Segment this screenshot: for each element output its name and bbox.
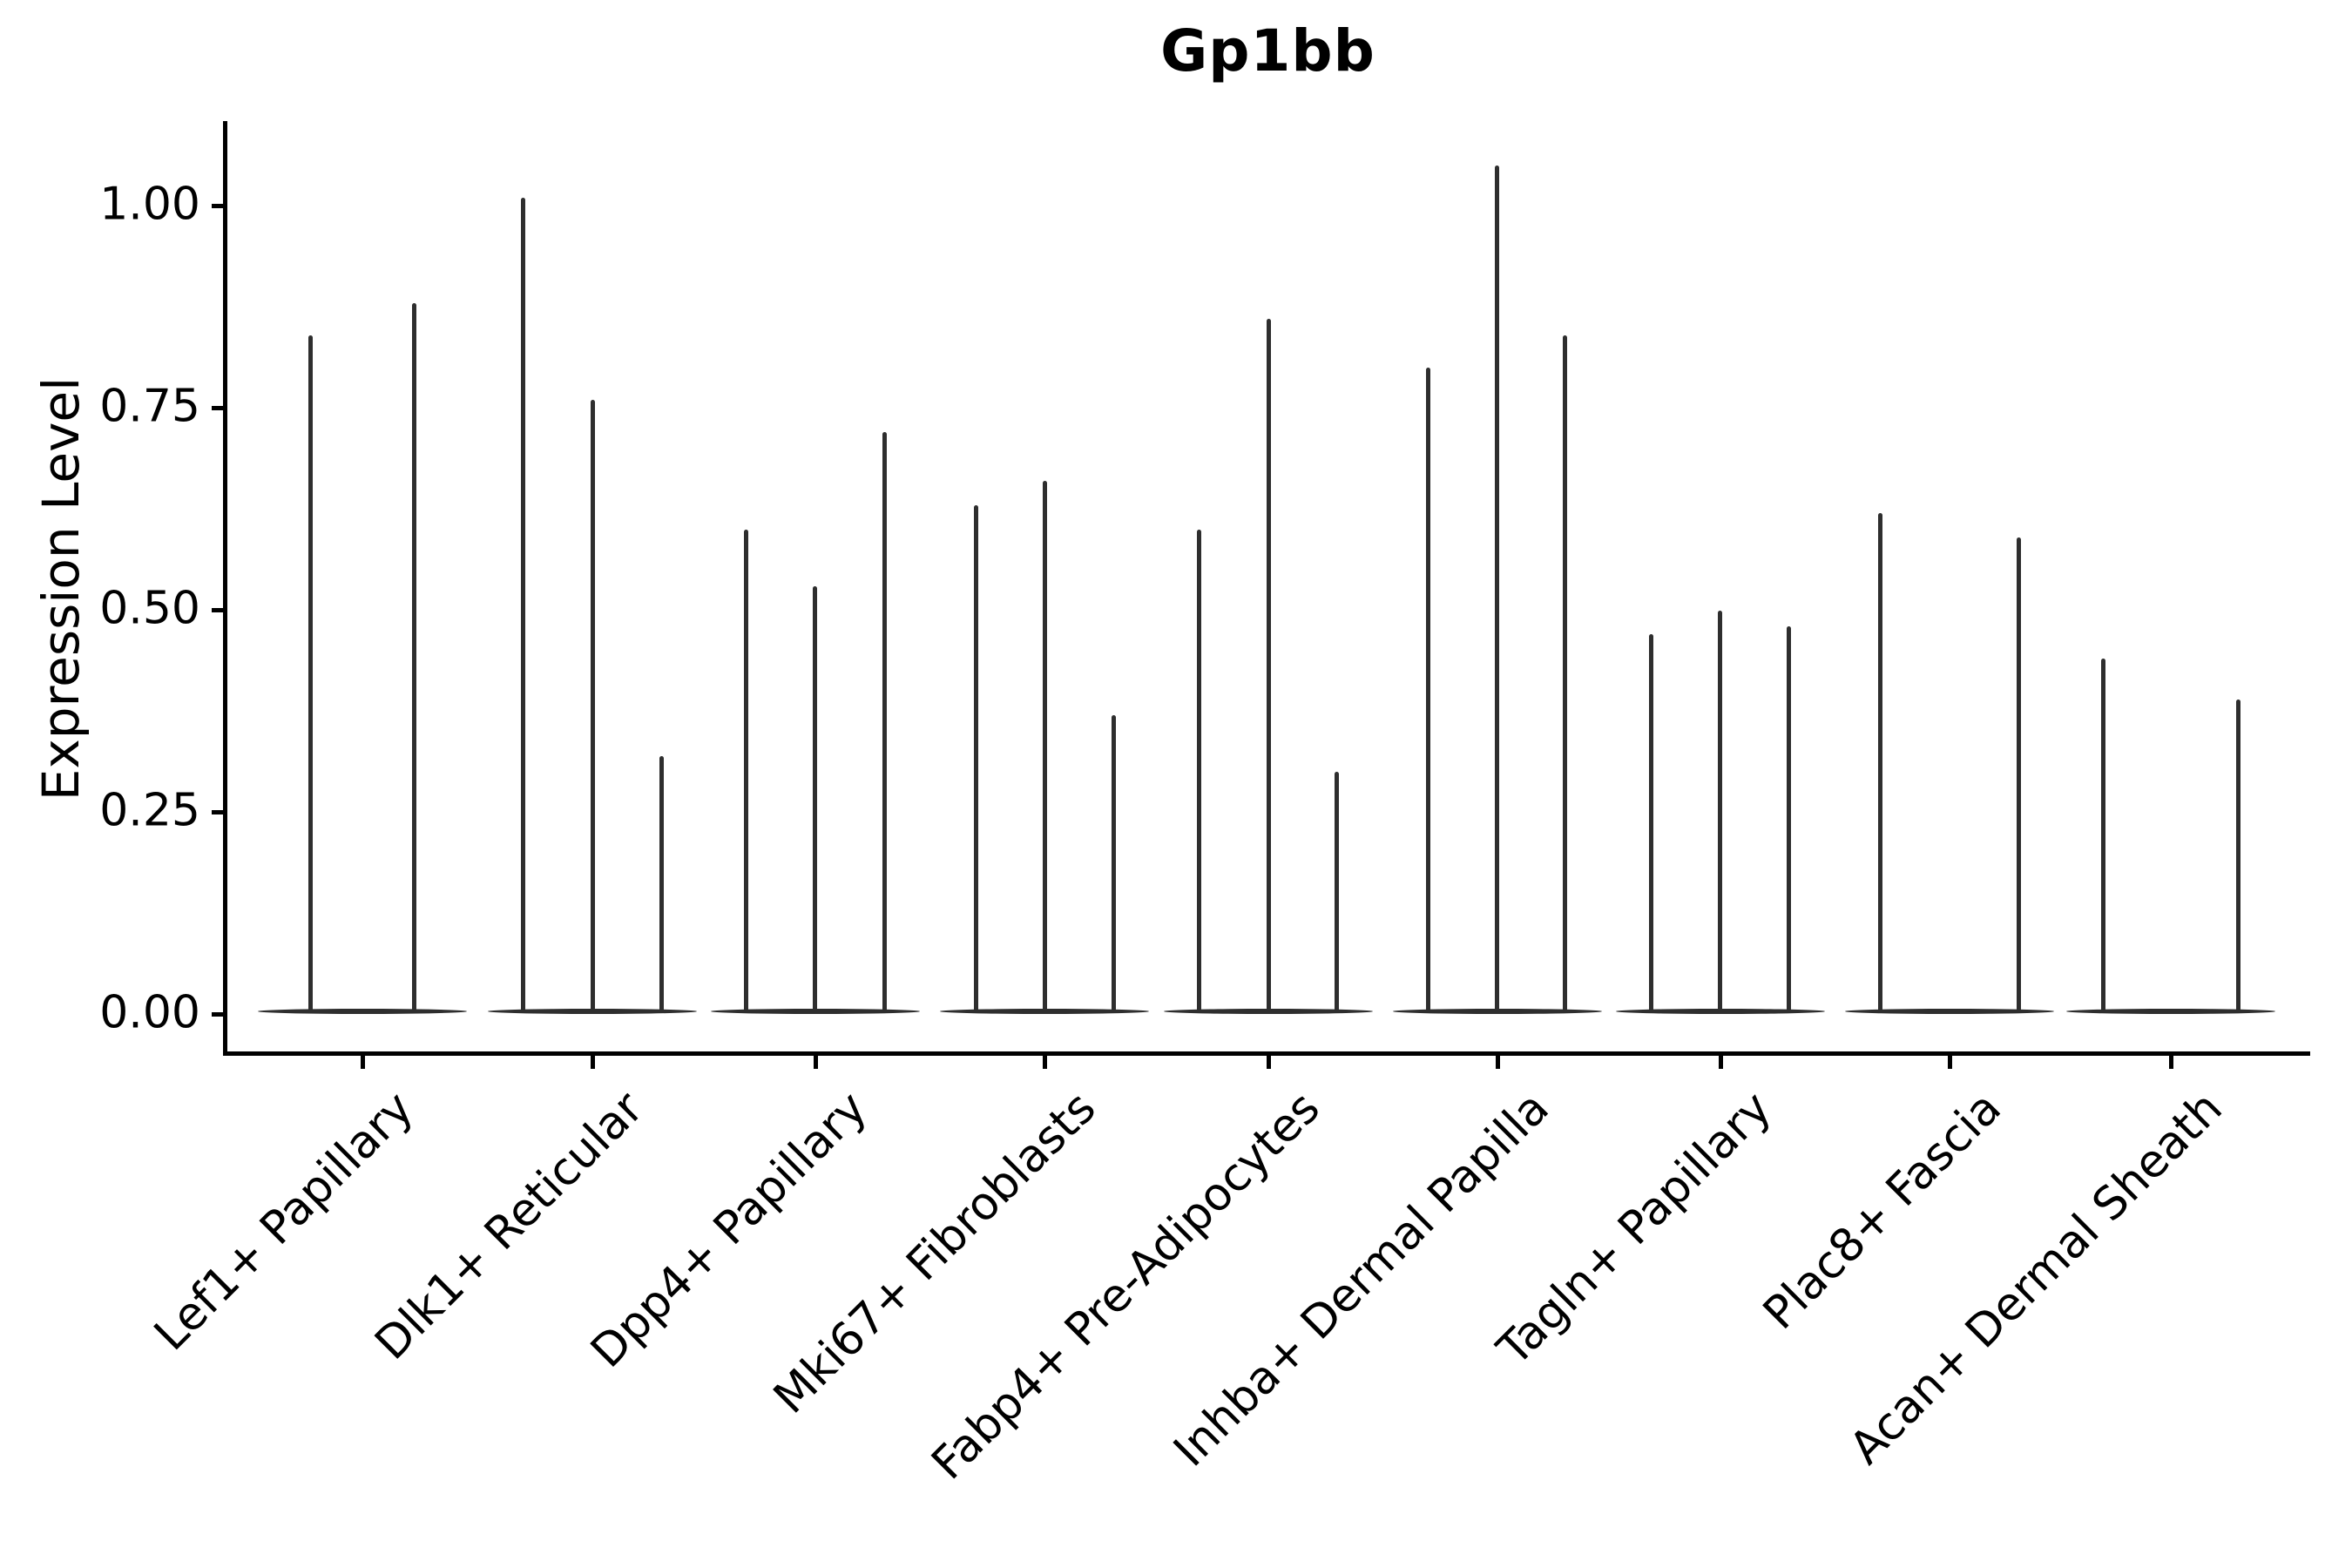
x-tick-mark xyxy=(1947,1056,1952,1069)
x-tick-mark xyxy=(1495,1056,1500,1069)
violin-spike xyxy=(1877,513,1882,1012)
x-tick-mark xyxy=(360,1056,365,1069)
y-axis-label: Expression Level xyxy=(31,376,91,801)
y-tick-label: 1.00 xyxy=(99,178,200,231)
x-tick-label: Acan+ Dermal Sheath xyxy=(1839,1082,2233,1475)
violin-spike xyxy=(520,198,525,1012)
violin-spike xyxy=(1786,626,1791,1012)
violin-spike xyxy=(2100,659,2105,1012)
x-tick-mark xyxy=(1266,1056,1271,1069)
violin-spike xyxy=(1196,529,1201,1012)
x-tick-label: Inhba+ Dermal Papilla xyxy=(1163,1082,1559,1477)
x-tick-mark xyxy=(1718,1056,1723,1069)
x-axis-spine xyxy=(223,1051,2310,1056)
violin-spike xyxy=(308,335,313,1012)
violin-spike xyxy=(743,529,748,1012)
x-tick-mark xyxy=(813,1056,818,1069)
y-tick-label: 0.50 xyxy=(99,582,200,635)
violin-spike xyxy=(973,504,978,1012)
violin-spike xyxy=(812,585,817,1012)
y-axis-spine xyxy=(223,121,227,1056)
violin-spike xyxy=(2016,537,2021,1012)
y-tick-label: 0.25 xyxy=(99,784,200,837)
violin-spike xyxy=(1562,335,1567,1012)
x-tick-mark xyxy=(2168,1056,2173,1069)
violin-spike xyxy=(2235,699,2240,1012)
violin-base xyxy=(1845,1008,2054,1014)
x-tick-mark xyxy=(1042,1056,1047,1069)
y-tick-label: 0.75 xyxy=(99,380,200,433)
y-tick-mark xyxy=(212,204,225,209)
violin-base xyxy=(2066,1008,2275,1014)
violin-spike xyxy=(1494,166,1499,1012)
violin-spike xyxy=(411,302,416,1012)
violin-spike xyxy=(1334,772,1339,1012)
violin-spike xyxy=(1717,610,1722,1012)
violin-spike xyxy=(590,400,595,1012)
violin-spike xyxy=(882,432,887,1012)
violin-spike xyxy=(1266,319,1271,1012)
x-tick-label: Fabp4+ Pre-Adipocytes xyxy=(922,1082,1330,1490)
y-tick-mark xyxy=(212,608,225,613)
y-tick-label: 0.00 xyxy=(99,986,200,1039)
y-tick-mark xyxy=(212,810,225,815)
chart-title: Gp1bb xyxy=(1160,17,1375,84)
violin-base xyxy=(258,1008,467,1014)
violin-spike xyxy=(1042,481,1047,1012)
x-tick-label: Plac8+ Fascia xyxy=(1753,1082,2011,1340)
violin-spike xyxy=(659,755,664,1012)
y-tick-mark xyxy=(212,406,225,411)
x-tick-mark xyxy=(590,1056,595,1069)
violin-spike xyxy=(1111,715,1116,1012)
violin-spike xyxy=(1425,368,1430,1012)
violin-spike xyxy=(1648,634,1653,1012)
y-tick-mark xyxy=(212,1012,225,1017)
